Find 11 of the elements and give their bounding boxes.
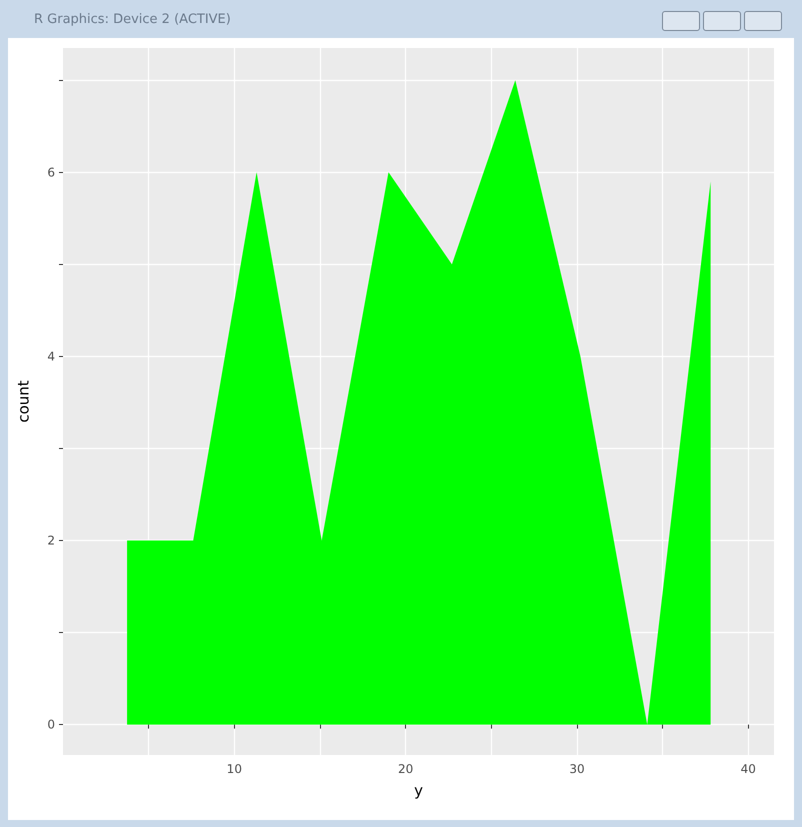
chart-title: R Graphics: Device 2 (ACTIVE) — [34, 12, 231, 26]
y-tick-label: 4 — [47, 349, 55, 364]
y-tick-label: 0 — [47, 718, 55, 732]
y-axis-title: count — [14, 380, 32, 423]
x-tick-label: 30 — [569, 762, 585, 776]
x-tick-label: 40 — [740, 762, 756, 776]
y-tick-label: 6 — [47, 165, 55, 180]
x-tick-label: 20 — [398, 762, 414, 776]
y-tick-label: 2 — [47, 534, 55, 548]
x-tick-label: 10 — [226, 762, 242, 776]
x-axis-title: y — [414, 782, 424, 800]
